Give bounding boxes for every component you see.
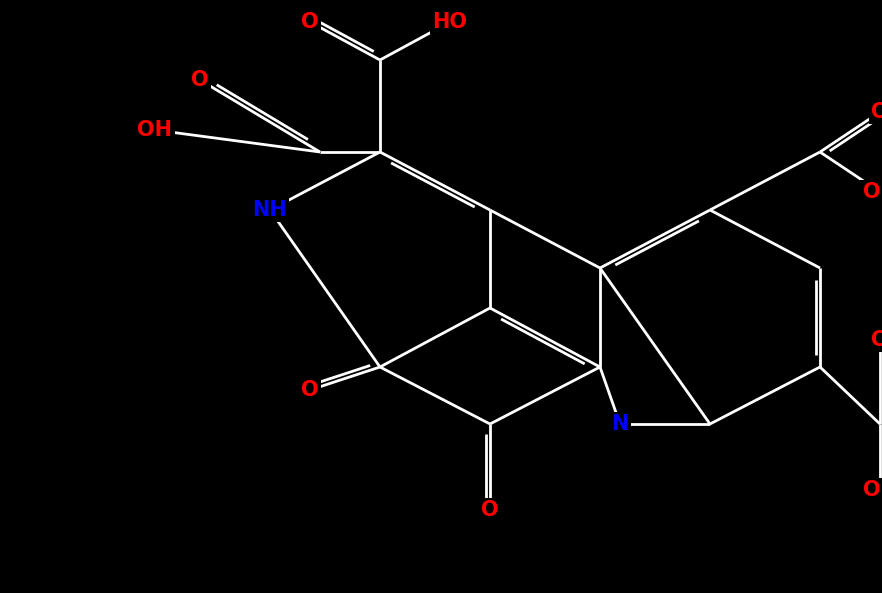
- Text: N: N: [611, 414, 629, 434]
- Text: O: O: [191, 70, 209, 90]
- Text: OH: OH: [863, 480, 882, 500]
- Text: OH: OH: [138, 120, 173, 140]
- Text: NH: NH: [252, 200, 288, 220]
- Text: O: O: [301, 12, 318, 32]
- Text: O: O: [482, 500, 499, 520]
- Text: O: O: [871, 330, 882, 350]
- Text: OH: OH: [863, 182, 882, 202]
- Text: O: O: [871, 102, 882, 122]
- Text: O: O: [301, 380, 318, 400]
- Text: HO: HO: [432, 12, 467, 32]
